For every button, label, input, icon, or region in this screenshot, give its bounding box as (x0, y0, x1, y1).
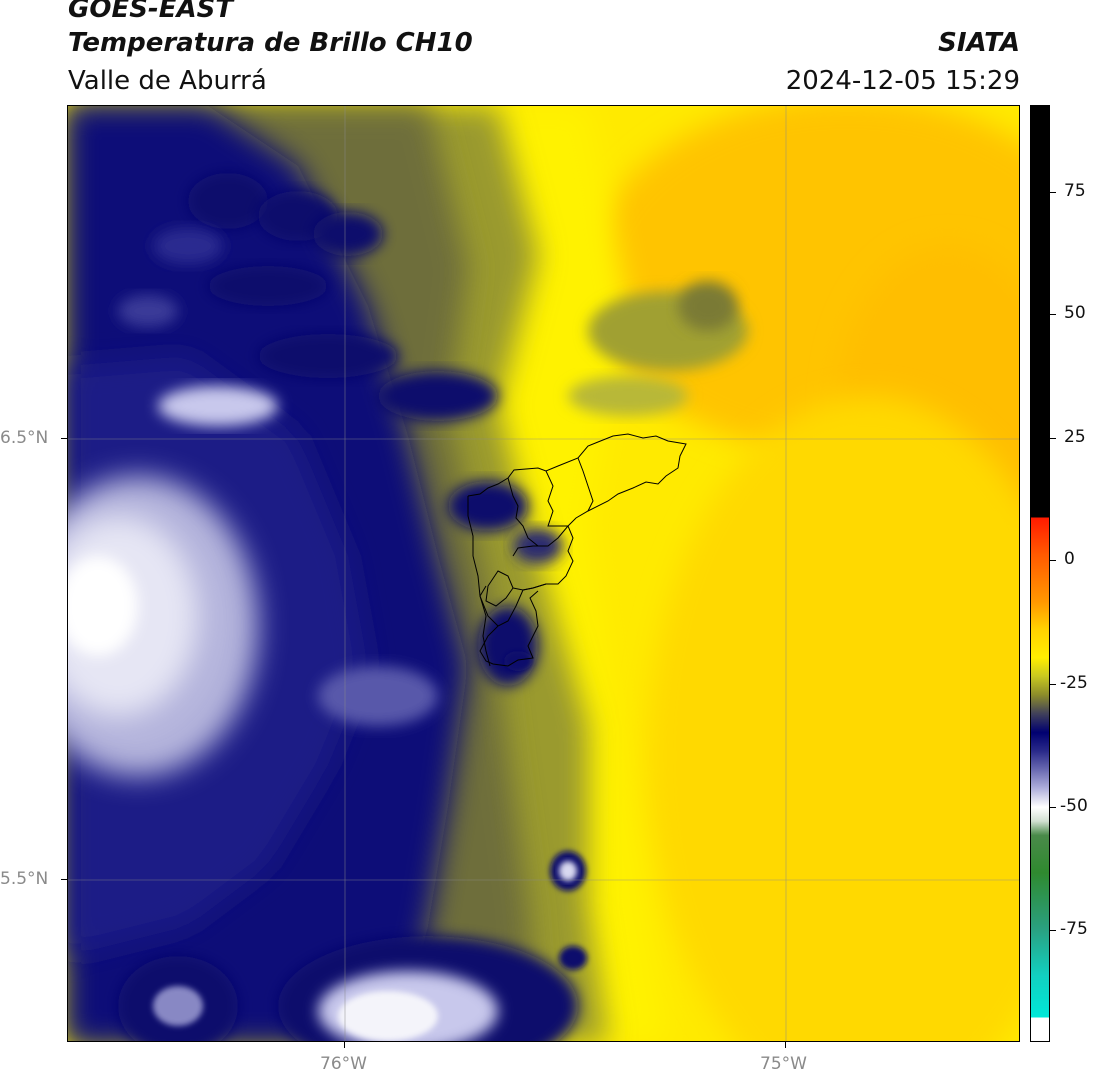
lon-label-75w: 75°W (760, 1054, 807, 1074)
lat-label-6-5n: 6.5°N (0, 428, 49, 448)
channel-title: Temperatura de Brillo CH10 (68, 28, 473, 58)
colorbar-label-25: 25 (1064, 427, 1086, 447)
lat-tick (61, 879, 67, 880)
temperature-colorbar (1030, 105, 1050, 1042)
colorbar-label-minus-25: -25 (1060, 673, 1088, 693)
graticule (68, 106, 1019, 1041)
municipal-boundaries (467, 433, 687, 667)
lat-tick (61, 438, 67, 439)
colorbar-tick (1050, 438, 1056, 439)
colorbar-tick (1050, 684, 1056, 685)
brightness-temperature-field (68, 106, 1019, 1041)
colorbar-label-minus-50: -50 (1060, 796, 1088, 816)
colorbar-tick (1050, 192, 1056, 193)
region-label: Valle de Aburrá (68, 66, 267, 96)
colorbar-tick (1050, 314, 1056, 315)
colorbar-tick (1050, 930, 1056, 931)
colorbar-tick (1050, 560, 1056, 561)
lon-tick (785, 1042, 786, 1048)
lat-label-5-5n: 5.5°N (0, 869, 49, 889)
colorbar-tick (1050, 807, 1056, 808)
organization-label: SIATA (938, 28, 1020, 58)
colorbar-label-minus-75: -75 (1060, 919, 1088, 939)
satellite-map[interactable] (67, 105, 1020, 1042)
colorbar-label-50: 50 (1064, 303, 1086, 323)
lon-tick (344, 1042, 345, 1048)
lon-label-76w: 76°W (320, 1054, 367, 1074)
product-title: GOES-EAST (68, 0, 234, 24)
colorbar-label-0: 0 (1064, 549, 1075, 569)
timestamp-label: 2024-12-05 15:29 (785, 66, 1020, 96)
colorbar-label-75: 75 (1064, 181, 1086, 201)
